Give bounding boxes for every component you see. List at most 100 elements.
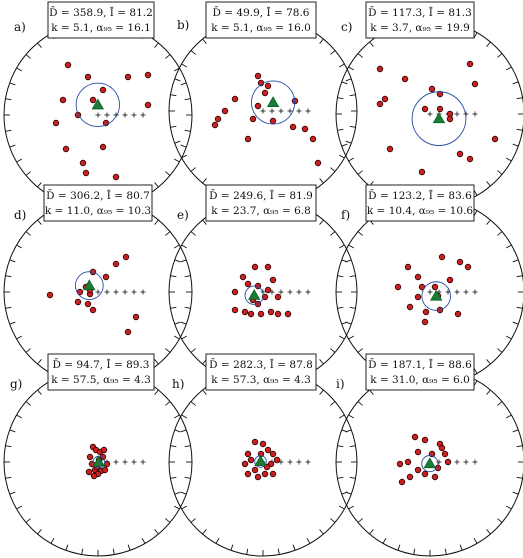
data-point bbox=[438, 444, 446, 452]
data-point bbox=[247, 310, 255, 318]
rim-tick bbox=[341, 491, 348, 495]
data-point bbox=[438, 253, 446, 261]
data-point bbox=[386, 145, 394, 153]
rim-tick bbox=[512, 321, 519, 325]
rim-tick bbox=[330, 401, 336, 406]
data-point bbox=[261, 470, 269, 478]
rim-tick bbox=[165, 348, 171, 353]
rim-tick bbox=[348, 505, 355, 510]
rim-tick bbox=[184, 445, 191, 448]
data-point bbox=[314, 159, 322, 167]
rim-tick bbox=[341, 321, 348, 325]
rim-tick bbox=[202, 529, 207, 535]
center-crosses bbox=[260, 108, 311, 114]
stat-precision: k = 57.3, α₉₅ = 4.3 bbox=[211, 374, 311, 386]
data-point bbox=[46, 291, 54, 299]
rim-tick bbox=[369, 41, 374, 47]
data-point bbox=[112, 173, 120, 181]
rim-tick bbox=[170, 94, 177, 97]
rim-tick bbox=[348, 244, 355, 249]
rim-tick bbox=[338, 414, 345, 419]
rim-tick bbox=[181, 505, 188, 510]
rim-tick bbox=[81, 548, 84, 555]
rim-tick bbox=[16, 67, 23, 72]
stats-box: D̄ = 49.9, Ī = 78.6 k = 5.1, α₉₅ = 16.0 bbox=[205, 1, 317, 39]
stats-box-frame bbox=[205, 184, 317, 222]
data-point bbox=[254, 102, 262, 110]
stat-precision: k = 5.1, α₉₅ = 16.1 bbox=[51, 22, 151, 34]
rim-tick bbox=[215, 537, 220, 544]
rim-tick bbox=[37, 182, 42, 188]
mean-direction-marker bbox=[266, 96, 280, 108]
data-point bbox=[381, 95, 389, 103]
data-point bbox=[62, 145, 70, 153]
rim-tick bbox=[25, 401, 31, 406]
data-point bbox=[491, 135, 499, 143]
rim-tick bbox=[184, 275, 191, 278]
rim-tick bbox=[486, 359, 491, 365]
stat-precision: k = 57.5, α₉₅ = 4.3 bbox=[51, 374, 151, 386]
rim-tick bbox=[497, 348, 503, 353]
rim-tick bbox=[246, 548, 249, 555]
rim-tick bbox=[512, 81, 519, 85]
data-point bbox=[434, 464, 442, 472]
rim-tick bbox=[190, 167, 196, 172]
rim-tick bbox=[338, 154, 345, 159]
stat-precision: k = 31.0, α₉₅ = 6.0 bbox=[370, 374, 470, 386]
rim-tick bbox=[357, 348, 363, 353]
rim-tick bbox=[50, 537, 55, 544]
rim-tick bbox=[230, 544, 234, 551]
data-point bbox=[454, 310, 462, 318]
stereonet-panel-3: D̄ = 117.3, Ī = 81.3 k = 3.7, α₉₅ = 19.9 c… bbox=[335, 1, 523, 209]
panel-label: f) bbox=[341, 208, 350, 222]
center-crosses bbox=[95, 289, 146, 295]
data-point bbox=[259, 440, 267, 448]
data-point bbox=[244, 135, 252, 143]
data-points bbox=[211, 72, 322, 167]
rim-tick bbox=[341, 429, 348, 433]
data-point bbox=[89, 96, 97, 104]
data-point bbox=[244, 470, 252, 478]
rim-tick bbox=[165, 401, 171, 406]
rim-tick bbox=[369, 529, 374, 535]
data-point bbox=[251, 438, 259, 446]
stats-box: D̄ = 94.7, Ī = 89.3 k = 57.5, α₉₅ = 4.3 bbox=[47, 353, 155, 391]
data-point bbox=[394, 283, 402, 291]
data-point bbox=[101, 466, 109, 474]
stats-box-frame bbox=[205, 1, 317, 39]
rim-tick bbox=[486, 529, 491, 535]
stats-box-frame bbox=[43, 184, 153, 222]
rim-tick bbox=[202, 219, 207, 225]
rim-tick bbox=[174, 321, 181, 325]
rim-tick bbox=[319, 219, 324, 225]
rim-tick bbox=[173, 244, 180, 249]
rim-tick bbox=[505, 335, 512, 340]
panel-label: h) bbox=[172, 377, 184, 391]
data-point bbox=[421, 470, 429, 478]
data-point bbox=[411, 433, 419, 441]
data-point bbox=[122, 253, 130, 261]
stat-mean-direction: D̄ = 94.7, Ī = 89.3 bbox=[53, 358, 150, 371]
data-point bbox=[446, 276, 454, 284]
data-point bbox=[422, 308, 430, 316]
rim-tick bbox=[174, 259, 181, 263]
rim-tick bbox=[497, 53, 503, 58]
rim-tick bbox=[202, 389, 207, 395]
data-point bbox=[421, 105, 429, 113]
rim-tick bbox=[25, 518, 31, 523]
rim-tick bbox=[184, 129, 191, 132]
mean-direction-marker bbox=[432, 112, 446, 124]
rim-tick bbox=[486, 181, 491, 187]
stat-precision: k = 5.1, α₉₅ = 16.0 bbox=[211, 22, 311, 34]
data-point bbox=[421, 318, 429, 326]
data-point bbox=[85, 468, 93, 476]
stereonet-panel-9: D̄ = 187.1, Ī = 88.6 k = 31.0, α₉₅ = 6.0 i… bbox=[335, 353, 523, 557]
rim-tick bbox=[486, 41, 491, 47]
rim-tick bbox=[16, 414, 23, 419]
data-point bbox=[239, 273, 247, 281]
rim-tick bbox=[202, 38, 207, 44]
stat-precision: k = 10.4, α₉₅ = 10.6 bbox=[367, 205, 474, 217]
alpha95-circle bbox=[244, 285, 264, 305]
data-point bbox=[52, 119, 60, 127]
stats-box-frame bbox=[205, 353, 317, 391]
